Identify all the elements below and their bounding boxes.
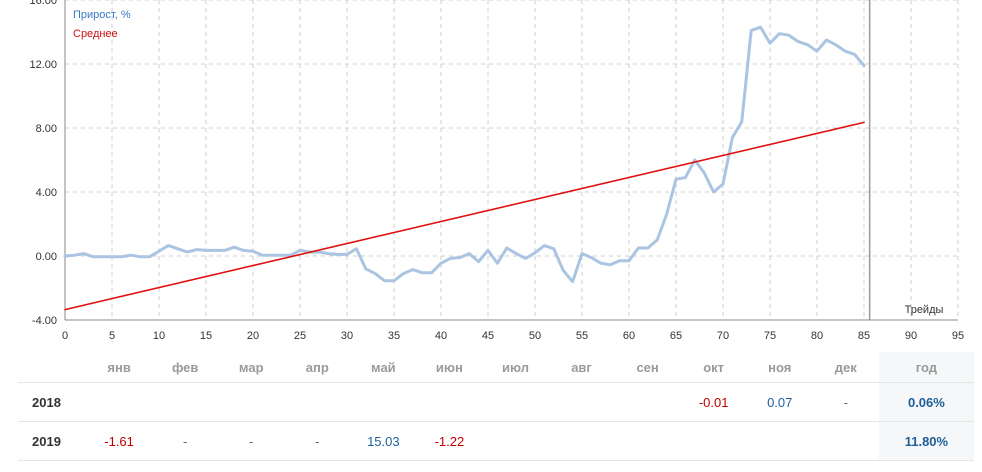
x-tick-label: 90 <box>905 330 917 342</box>
month-value: -1.61 <box>86 421 153 461</box>
month-value <box>218 382 285 422</box>
x-tick-label: 20 <box>247 330 259 342</box>
year-total-value: 11.80% <box>878 421 974 461</box>
x-tick-label: 5 <box>109 330 115 342</box>
x-tick-label: 0 <box>62 330 68 342</box>
x-tick-label: 95 <box>952 330 964 342</box>
legend-growth: Прирост, % <box>73 9 131 21</box>
y-tick-label: 0.00 <box>36 251 57 263</box>
x-tick-label: 65 <box>670 330 682 342</box>
month-value: 15.03 <box>350 421 417 461</box>
x-tick-label: 35 <box>388 330 400 342</box>
month-value <box>482 382 549 422</box>
average-line <box>64 121 865 311</box>
x-tick-label: 40 <box>435 330 447 342</box>
y-axis-ticks: -4.00 0.00 4.00 8.00 12.00 16.00 <box>29 0 57 327</box>
table-body: 2018 -0.01 0.07-0.06% 2019 -1.61- - -15.03 -1.2… <box>18 382 974 461</box>
month-value <box>812 421 879 461</box>
month-value: -1.22 <box>416 421 483 461</box>
x-tick-label: 10 <box>153 330 165 342</box>
month-header: май <box>350 352 417 383</box>
month-header: сен <box>614 352 681 383</box>
month-value <box>614 421 681 461</box>
growth-line <box>63 25 866 284</box>
month-value <box>86 382 153 422</box>
month-header: окт <box>680 352 747 383</box>
month-value <box>548 421 615 461</box>
y-tick-label: 12.00 <box>29 59 57 71</box>
month-header: фев <box>152 352 219 383</box>
month-header: дек <box>812 352 879 383</box>
chart-axes <box>64 0 958 321</box>
month-header: июн <box>416 352 483 383</box>
x-tick-label: 45 <box>482 330 494 342</box>
month-value: 0.07 <box>746 382 813 422</box>
month-value <box>746 421 813 461</box>
legend-average: Среднее <box>73 28 118 40</box>
y-tick-label: 4.00 <box>36 187 57 199</box>
y-tick-label: 16.00 <box>29 0 57 7</box>
y-tick-label: -4.00 <box>32 315 57 327</box>
x-tick-label: 55 <box>576 330 588 342</box>
month-value <box>680 421 747 461</box>
x-tick-label: 25 <box>294 330 306 342</box>
year-total-value: 0.06% <box>878 382 974 422</box>
month-header: мар <box>218 352 285 383</box>
x-tick-label: 75 <box>764 330 776 342</box>
x-tick-label: 70 <box>717 330 729 342</box>
chart-series <box>63 25 866 311</box>
x-tick-label: 85 <box>858 330 870 342</box>
year-column-header <box>18 352 87 383</box>
growth-chart: 0 5 10 15 20 25 30 35 40 45 50 55 60 65 70 75 80 85 90 95 -… <box>29 0 964 342</box>
table-row: 2018 -0.01 0.07-0.06% <box>18 382 974 422</box>
table-row: 2019 -1.61- - -15.03 -1.22 11.80% <box>18 421 974 461</box>
month-value <box>548 382 615 422</box>
y-tick-label: 8.00 <box>36 123 57 135</box>
month-header: ноя <box>746 352 813 383</box>
month-value <box>152 382 219 422</box>
x-tick-label: 50 <box>529 330 541 342</box>
table-header-row: янв фев мар апр май июн июл авг сен окт ноя дек год <box>18 352 974 383</box>
month-value <box>350 382 417 422</box>
month-header: апр <box>284 352 351 383</box>
month-value <box>614 382 681 422</box>
x-tick-label: 60 <box>623 330 635 342</box>
month-header: июл <box>482 352 549 383</box>
month-value: - <box>812 382 879 422</box>
x-axis-ticks: 0 5 10 15 20 25 30 35 40 45 50 55 60 65 70 75 80 85 90 95 <box>62 330 964 342</box>
chart-grid <box>65 0 959 320</box>
month-value: - <box>152 421 219 461</box>
month-value <box>416 382 483 422</box>
x-tick-label: 30 <box>341 330 353 342</box>
year-label: 2018 <box>18 382 87 422</box>
year-total-header: год <box>878 352 974 383</box>
x-axis-label: Трейды <box>905 304 944 316</box>
month-value: - <box>284 421 351 461</box>
month-value <box>482 421 549 461</box>
month-header: авг <box>548 352 615 383</box>
x-tick-label: 15 <box>200 330 212 342</box>
chart-legend: Прирост, % Среднее <box>73 9 131 40</box>
month-value: - <box>218 421 285 461</box>
month-header: янв <box>86 352 153 383</box>
month-value: -0.01 <box>680 382 747 422</box>
monthly-returns-table: янв фев мар апр май июн июл авг сен окт ноя дек год … <box>18 352 974 461</box>
year-label: 2019 <box>18 421 87 461</box>
x-tick-label: 80 <box>811 330 823 342</box>
month-value <box>284 382 351 422</box>
